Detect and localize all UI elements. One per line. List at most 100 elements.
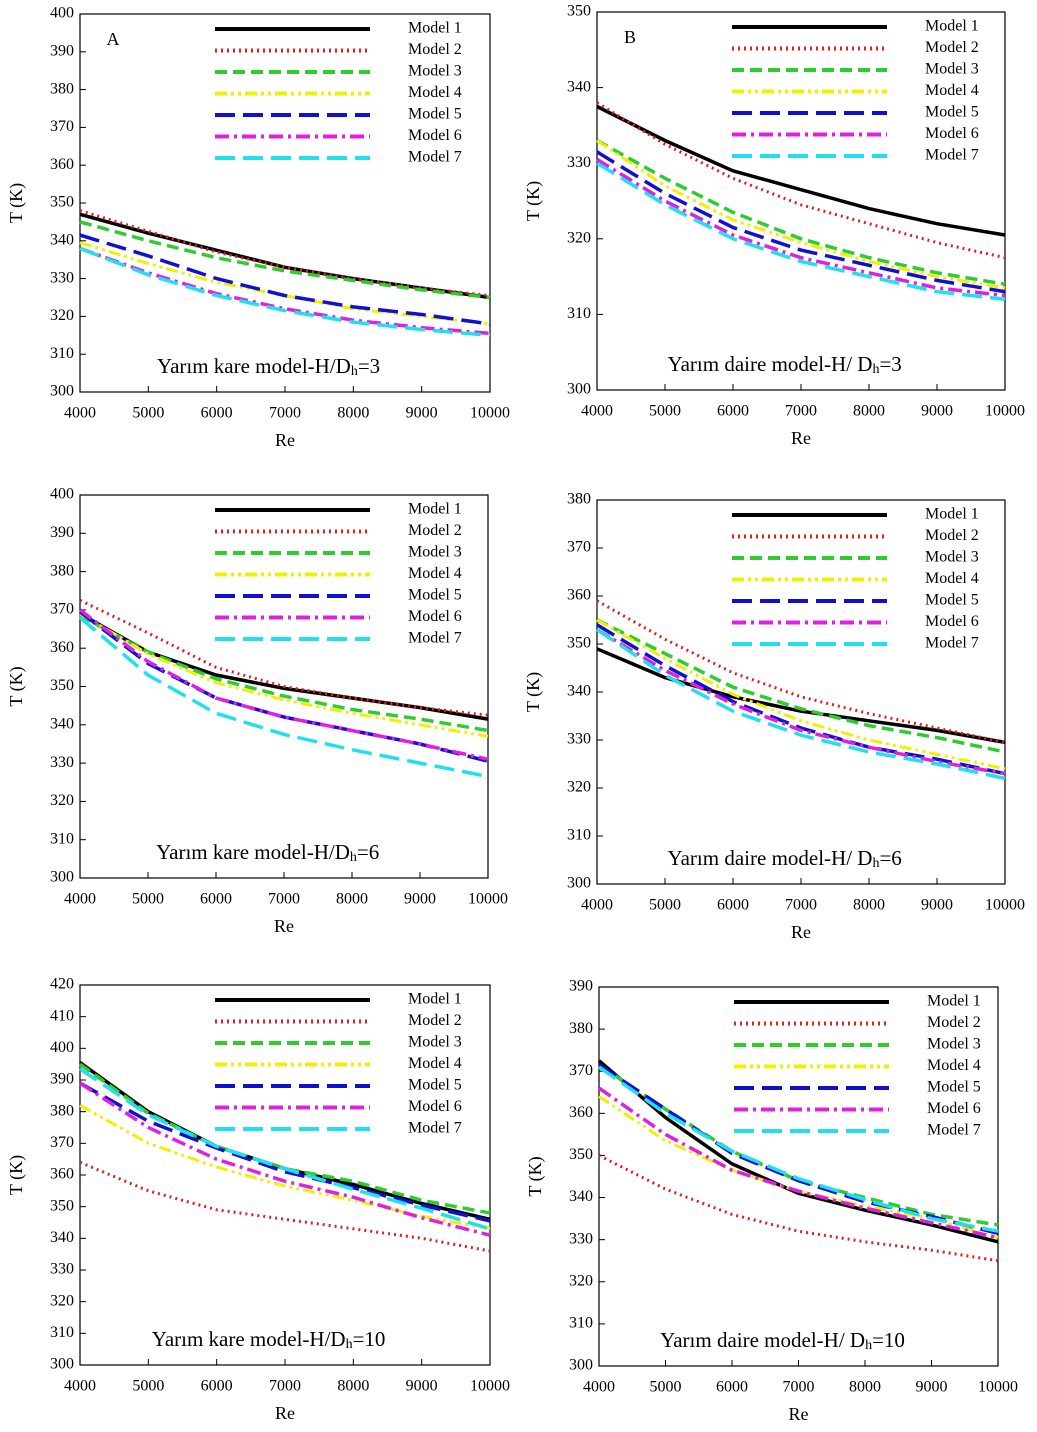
- x-tick-label: 5000: [649, 403, 681, 420]
- x-tick-label: 8000: [853, 403, 885, 420]
- series-line: [596, 161, 1006, 302]
- series-line: [596, 139, 1006, 290]
- legend-label: Model 4: [925, 570, 979, 587]
- y-tick-label: 350: [50, 677, 74, 694]
- legend-label: Model 5: [408, 587, 462, 604]
- annotation: Yarım daire model-H/ Dh=6: [668, 846, 902, 871]
- y-tick-label: 310: [569, 1315, 593, 1332]
- series-line: [79, 220, 491, 300]
- y-tick-label: 330: [50, 754, 74, 771]
- y-tick-label: 350: [567, 3, 591, 20]
- x-tick-label: 9000: [406, 405, 438, 422]
- x-tick-label: 8000: [849, 1379, 881, 1396]
- x-tick-label: 7000: [268, 891, 300, 908]
- annotation-part: Yarım kare model-H/D: [157, 354, 351, 378]
- legend-label: Model 3: [927, 1036, 981, 1053]
- y-tick-label: 330: [567, 154, 591, 171]
- x-tick-label: 9000: [406, 1378, 438, 1395]
- y-tick-label: 360: [50, 1166, 74, 1183]
- legend-label: Model 1: [927, 993, 981, 1010]
- legend-label: Model 7: [408, 149, 462, 166]
- y-axis-title: T (K): [523, 672, 544, 712]
- legend-label: Model 3: [408, 544, 462, 561]
- x-tick-label: 5000: [649, 897, 681, 914]
- y-tick-label: 370: [569, 1062, 593, 1079]
- x-axis-title: Re: [274, 916, 294, 936]
- y-tick-label: 300: [567, 381, 591, 398]
- y-tick-label: 410: [50, 1007, 74, 1024]
- legend-label: Model 4: [927, 1057, 981, 1074]
- legend-label: Model 2: [925, 39, 979, 56]
- legend-label: Model 2: [925, 527, 979, 544]
- x-tick-label: 7000: [269, 405, 301, 422]
- x-tick-label: 9000: [921, 403, 953, 420]
- series-line: [78, 616, 489, 779]
- legend-label: Model 5: [927, 1079, 981, 1096]
- legend-label: Model 6: [408, 1098, 462, 1115]
- series-line: [596, 628, 1006, 781]
- legend-label: Model 2: [408, 41, 462, 58]
- annotation-part: h: [346, 1337, 353, 1352]
- y-tick-label: 340: [567, 78, 591, 95]
- y-tick-label: 330: [567, 731, 591, 748]
- series-line: [598, 1086, 999, 1240]
- annotation-part: h: [350, 850, 357, 865]
- legend-label: Model 6: [925, 125, 979, 142]
- y-tick-label: 340: [50, 1229, 74, 1246]
- legend-label: Model 6: [408, 608, 462, 625]
- y-tick-label: 350: [569, 1146, 593, 1163]
- series-line: [598, 1154, 999, 1263]
- y-tick-label: 390: [50, 42, 74, 59]
- series-line: [596, 623, 1006, 776]
- legend-label: Model 5: [408, 106, 462, 123]
- x-tick-label: 6000: [201, 1378, 233, 1395]
- y-tick-label: 300: [569, 1357, 593, 1374]
- series-line: [596, 138, 1006, 286]
- y-tick-label: 420: [50, 976, 74, 993]
- annotation-part: Yarım daire model-H/ D: [660, 1328, 865, 1352]
- series-line: [79, 246, 491, 336]
- y-tick-label: 350: [50, 194, 74, 211]
- annotation: Yarım kare model-H/Dh=6: [156, 840, 379, 865]
- x-tick-label: 6000: [201, 405, 233, 422]
- y-tick-label: 370: [50, 601, 74, 618]
- series-line: [596, 628, 1006, 776]
- y-tick-label: 350: [567, 635, 591, 652]
- legend-label: Model 3: [925, 549, 979, 566]
- y-tick-label: 380: [50, 80, 74, 97]
- annotation-part: Yarım daire model-H/ D: [668, 846, 873, 870]
- annotation-part: =10: [872, 1328, 905, 1352]
- annotation: Yarım daire model-H/ Dh=3: [668, 352, 902, 377]
- chart-panel: 300 310 320 330 340 350 360 370 380 390 400 4000 500…: [6, 5, 510, 450]
- series-line: [79, 1081, 491, 1237]
- x-tick-label: 7000: [785, 897, 817, 914]
- y-tick-label: 370: [50, 118, 74, 135]
- annotation-part: h: [872, 362, 879, 377]
- series-line: [596, 104, 1006, 237]
- series-line: [598, 1065, 999, 1233]
- x-tick-label: 10000: [470, 1378, 510, 1395]
- legend-label: Model 6: [925, 613, 979, 630]
- legend-label: Model 3: [925, 61, 979, 78]
- legend-label: Model 4: [925, 82, 979, 99]
- x-axis-title: Re: [789, 1404, 809, 1424]
- legend-label: Model 5: [408, 1077, 462, 1094]
- x-tick-label: 6000: [717, 403, 749, 420]
- y-tick-label: 400: [50, 5, 74, 22]
- y-tick-label: 360: [569, 1104, 593, 1121]
- y-tick-label: 320: [50, 792, 74, 809]
- y-tick-label: 310: [50, 1324, 74, 1341]
- series-line: [596, 618, 1006, 754]
- series-line: [597, 1059, 999, 1244]
- legend-label: Model 5: [925, 104, 979, 121]
- y-axis-title: T (K): [525, 1156, 546, 1196]
- legend-label: Model 4: [408, 1055, 462, 1072]
- chart-panel: 300 310 320 330 340 350 360 370 380 390 400 410 420 4…: [6, 976, 510, 1423]
- series-line: [598, 1063, 999, 1235]
- legend-label: Model 7: [925, 147, 979, 164]
- series-line: [598, 1063, 999, 1227]
- y-tick-label: 320: [567, 229, 591, 246]
- annotation: Yarım kare model-H/Dh=10: [152, 1327, 386, 1352]
- x-tick-label: 4000: [583, 1379, 615, 1396]
- legend-label: Model 6: [927, 1100, 981, 1117]
